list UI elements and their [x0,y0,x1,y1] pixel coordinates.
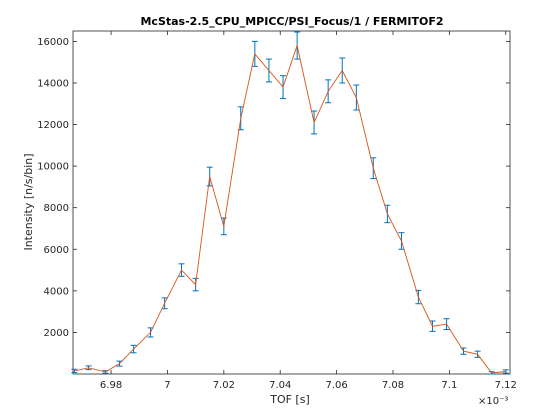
y-tick-label: 14000 [37,78,69,89]
x-tick-label: 7.12 [495,380,517,391]
y-tick-label: 16000 [37,37,69,48]
y-axis-label: Intensity [n/s/bin] [22,153,35,250]
y-tick-label: 12000 [37,120,69,131]
y-tick-label: 6000 [44,245,69,256]
x-tick-label: 7 [164,380,170,391]
x-tick-label: 7.02 [213,380,235,391]
x-tick-label: 6.98 [100,380,122,391]
x-exponent-label: ×10⁻³ [478,396,508,407]
y-tick-label: 10000 [37,162,69,173]
plot-area [73,31,510,374]
x-tick-label: 7.08 [382,380,404,391]
chart-title: McStas-2.5_CPU_MPICC/PSI_Focus/1 / FERMI… [140,15,443,28]
y-tick-label: 4000 [44,286,69,297]
x-axis-label: TOF [s] [269,393,310,406]
y-tick-label: 2000 [44,328,69,339]
x-tick-label: 7.1 [441,380,457,391]
x-tick-label: 7.04 [269,380,291,391]
y-tick-label: 8000 [44,203,69,214]
x-tick-label: 7.06 [325,380,347,391]
